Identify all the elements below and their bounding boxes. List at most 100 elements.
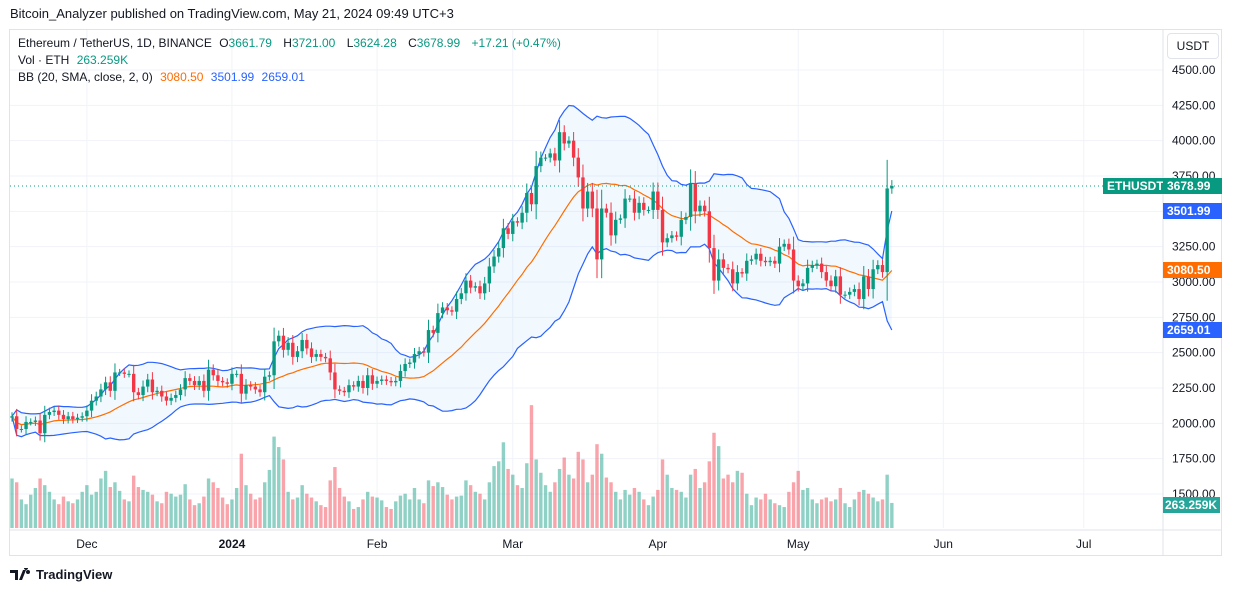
volume-bar bbox=[164, 491, 169, 528]
candle-body bbox=[24, 421, 28, 429]
volume-bar bbox=[286, 491, 290, 528]
legend-bb: BB (20, SMA, close, 2, 0) 3080.50 3501.9… bbox=[18, 70, 309, 84]
candle-body bbox=[585, 191, 590, 209]
volume-bar bbox=[328, 480, 332, 528]
volume-bar bbox=[436, 482, 440, 528]
candle-body bbox=[197, 380, 201, 386]
volume-bar bbox=[693, 468, 697, 528]
candle-body bbox=[478, 286, 482, 294]
volume-bar bbox=[632, 488, 637, 528]
volume-bar bbox=[492, 466, 496, 528]
candle-body bbox=[234, 373, 239, 375]
candle-body bbox=[824, 272, 829, 281]
volume-bar bbox=[309, 497, 314, 528]
volume-bar bbox=[417, 499, 421, 528]
candle-body bbox=[272, 341, 276, 376]
candle-body bbox=[520, 212, 524, 223]
price-tick-label: 3250.00 bbox=[1172, 240, 1216, 254]
candle-body bbox=[768, 260, 772, 263]
candle-body bbox=[216, 375, 220, 381]
volume-bar bbox=[61, 496, 66, 528]
volume-bar bbox=[885, 474, 889, 528]
time-tick-label: May bbox=[787, 537, 810, 551]
volume-bar bbox=[712, 432, 716, 528]
volume-bar bbox=[169, 493, 173, 528]
candle-body bbox=[511, 221, 515, 234]
candle-body bbox=[670, 235, 674, 239]
volume-bar bbox=[642, 499, 646, 528]
candle-body bbox=[267, 375, 272, 377]
candle-body bbox=[721, 259, 726, 268]
candle-body bbox=[281, 335, 286, 350]
volume-bar bbox=[80, 491, 84, 528]
volume-bar bbox=[178, 494, 183, 528]
price-tick-label: 4500.00 bbox=[1172, 63, 1216, 77]
candle-body bbox=[679, 219, 683, 237]
bb-basis-value: 3080.50 bbox=[160, 70, 204, 84]
volume-bar bbox=[520, 488, 524, 528]
volume-bar bbox=[258, 497, 262, 528]
candle-body bbox=[497, 248, 501, 257]
candle-body bbox=[674, 235, 679, 237]
volume-bar bbox=[351, 508, 356, 528]
volume-bar bbox=[534, 459, 538, 528]
currency-button[interactable]: USDT bbox=[1167, 33, 1219, 59]
candle-body bbox=[431, 330, 435, 333]
volume-bar bbox=[829, 501, 833, 528]
volume-bar bbox=[398, 495, 403, 528]
volume-bar bbox=[14, 482, 19, 528]
bb-label[interactable]: BB (20, SMA, close, 2, 0) bbox=[18, 70, 153, 84]
legend-volume: Vol · ETH 263.259K bbox=[18, 53, 132, 67]
volume-bar bbox=[702, 482, 707, 528]
candle-body bbox=[389, 380, 393, 383]
candle-body bbox=[99, 389, 103, 397]
volume-bar bbox=[300, 485, 304, 528]
candle-body bbox=[637, 202, 641, 213]
volume-bar bbox=[117, 490, 122, 528]
candle-body bbox=[567, 140, 571, 144]
candle-body bbox=[501, 228, 506, 249]
volume-bar bbox=[295, 497, 300, 528]
footer-logo[interactable]: TradingView bbox=[10, 567, 112, 582]
legend-symbol[interactable]: Ethereum / TetherUS, 1D, BINANCE bbox=[18, 36, 212, 50]
candle-body bbox=[408, 362, 412, 364]
candle-body bbox=[380, 379, 384, 381]
candle-body bbox=[688, 183, 693, 217]
candle-body bbox=[375, 380, 379, 384]
candle-body bbox=[436, 313, 440, 333]
candle-body bbox=[122, 372, 127, 374]
volume-bar bbox=[216, 488, 220, 528]
volume-bar bbox=[94, 491, 98, 528]
candle-body bbox=[576, 157, 580, 178]
volume-bar bbox=[595, 444, 599, 528]
candle-body bbox=[829, 280, 833, 287]
time-tick-label: Dec bbox=[76, 537, 97, 551]
candle-body bbox=[384, 379, 389, 381]
volume-bar bbox=[501, 442, 506, 528]
volume-bar bbox=[759, 499, 763, 528]
open-value: 3661.79 bbox=[228, 36, 272, 50]
volume-bar bbox=[155, 501, 159, 528]
candle-body bbox=[651, 191, 655, 210]
candle-body bbox=[595, 208, 599, 260]
candle-body bbox=[206, 369, 211, 391]
volume-bar bbox=[71, 503, 75, 528]
candle-body bbox=[473, 286, 478, 288]
candle-body bbox=[548, 153, 552, 158]
volume-bar bbox=[707, 461, 712, 528]
volume-bar bbox=[543, 485, 548, 528]
volume-bar bbox=[43, 485, 47, 528]
volume-bar bbox=[347, 501, 351, 528]
candle-body bbox=[417, 351, 421, 355]
candle-body bbox=[277, 335, 281, 342]
candle-body bbox=[890, 186, 894, 189]
price-tick-label: 2500.00 bbox=[1172, 346, 1216, 360]
volume-label[interactable]: Vol · ETH bbox=[18, 53, 70, 67]
candle-body bbox=[71, 416, 75, 420]
volume-bar bbox=[782, 507, 786, 528]
candle-body bbox=[604, 208, 609, 213]
candle-body bbox=[117, 372, 122, 374]
volume-bar bbox=[623, 489, 627, 528]
symbol-tag: ETHUSDT bbox=[1103, 178, 1168, 194]
